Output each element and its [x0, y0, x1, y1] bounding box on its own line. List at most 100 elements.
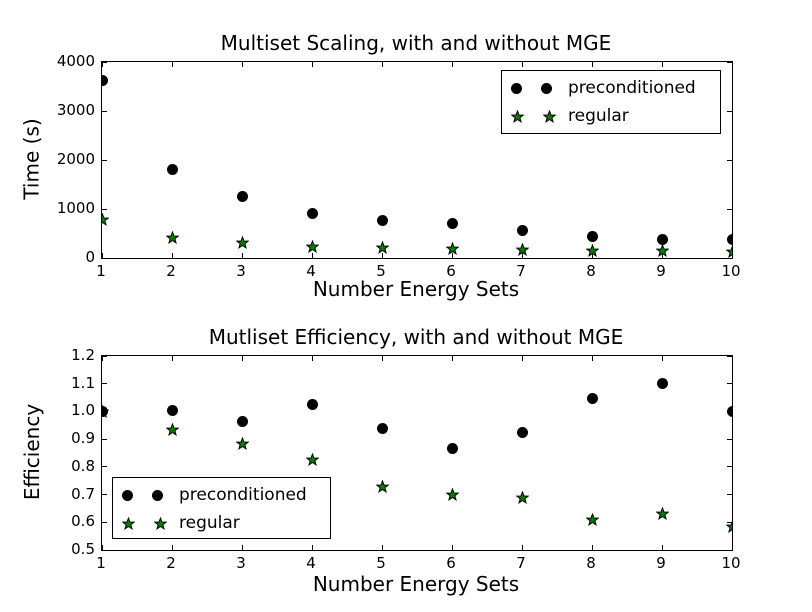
tick-mark: [727, 438, 732, 440]
data-point-regular: [164, 422, 180, 436]
tick-mark: [591, 253, 593, 258]
data-point-regular: [444, 241, 460, 255]
tick-mark: [102, 494, 107, 496]
legend-entry-regular: regular: [510, 102, 720, 130]
tick-mark: [311, 545, 313, 550]
x-tick-label: 10: [721, 554, 741, 572]
tick-mark: [102, 549, 107, 550]
data-point-preconditioned: [306, 208, 318, 220]
x-tick-label: 6: [446, 554, 456, 572]
x-tick-label: 1: [96, 554, 106, 572]
tick-mark: [451, 253, 453, 258]
x-tick-label: 10: [721, 262, 741, 280]
x-tick-label: 4: [306, 554, 316, 572]
x-tick-label: 3: [236, 554, 246, 572]
data-point-preconditioned: [236, 190, 248, 202]
tick-mark: [451, 62, 453, 67]
tick-mark: [727, 466, 732, 468]
tick-mark: [171, 545, 173, 550]
tick-mark: [731, 253, 732, 258]
data-point-regular: [374, 241, 390, 255]
x-tick-label: 9: [656, 262, 666, 280]
data-point-preconditioned: [586, 231, 598, 243]
legend-scaling: preconditioned regular: [501, 70, 721, 134]
circle-marker-icon: [152, 489, 163, 501]
y-tick-label: 0: [85, 248, 95, 266]
tick-mark: [381, 545, 383, 550]
x-tick-label: 8: [586, 262, 596, 280]
legend-entry-preconditioned: preconditioned: [122, 481, 330, 509]
tick-mark: [661, 356, 663, 361]
tick-mark: [102, 62, 103, 67]
x-tick-label: 2: [166, 262, 176, 280]
data-point-preconditioned: [446, 443, 458, 455]
tick-mark: [451, 545, 453, 550]
data-point-preconditioned: [726, 405, 732, 417]
data-point-preconditioned: [102, 74, 108, 86]
x-tick-label: 5: [376, 262, 386, 280]
tick-mark: [102, 257, 107, 258]
legend-markers: [510, 109, 557, 123]
data-point-preconditioned: [166, 163, 178, 175]
tick-mark: [241, 356, 243, 361]
x-tick-label: 9: [656, 554, 666, 572]
data-point-preconditioned: [166, 404, 178, 416]
data-point-regular: [654, 243, 670, 258]
legend-markers: [121, 516, 168, 530]
tick-mark: [591, 62, 593, 67]
legend-entry-regular: regular: [121, 509, 330, 537]
legend-label: preconditioned: [179, 485, 307, 505]
tick-mark: [102, 438, 107, 440]
tick-mark: [381, 356, 383, 361]
data-point-regular: [654, 507, 670, 521]
x-tick-label: 7: [516, 262, 526, 280]
y-tick-label: 0.6: [71, 512, 95, 531]
data-point-regular: [444, 487, 460, 502]
y-tick-label: 2000: [56, 150, 95, 168]
tick-mark: [102, 159, 107, 161]
data-point-regular: [234, 235, 250, 249]
tick-mark: [171, 253, 173, 258]
legend-label: preconditioned: [568, 78, 696, 98]
circle-marker-icon: [541, 82, 552, 94]
data-point-preconditioned: [102, 405, 108, 417]
tick-mark: [661, 62, 663, 67]
tick-mark: [727, 549, 732, 550]
star-marker-icon: [510, 109, 525, 123]
tick-mark: [521, 62, 523, 67]
data-point-regular: [724, 244, 732, 258]
legend-markers: [122, 489, 168, 501]
tick-mark: [661, 545, 663, 550]
tick-mark: [102, 466, 107, 468]
data-point-preconditioned: [376, 422, 388, 434]
data-point-regular: [584, 243, 600, 258]
data-point-preconditioned: [376, 214, 388, 226]
tick-mark: [102, 253, 103, 258]
data-point-preconditioned: [306, 399, 318, 410]
tick-mark: [727, 356, 732, 357]
tick-mark: [102, 521, 107, 523]
data-point-regular: [304, 452, 320, 467]
x-tick-label: 3: [236, 262, 246, 280]
x-tick-label: 4: [306, 262, 316, 280]
y-tick-label: 1.2: [71, 346, 95, 364]
y-tick-label: 1000: [56, 199, 95, 217]
tick-mark: [591, 356, 593, 361]
legend-entry-preconditioned: preconditioned: [511, 74, 720, 102]
data-point-regular: [102, 212, 110, 227]
data-point-regular: [584, 512, 600, 527]
data-point-regular: [724, 519, 732, 533]
tick-mark: [171, 356, 173, 361]
legend-efficiency: preconditioned regular: [112, 477, 331, 539]
y-tick-label: 0.7: [71, 484, 95, 503]
tick-mark: [727, 383, 732, 385]
tick-mark: [727, 62, 732, 63]
tick-mark: [727, 159, 732, 161]
tick-mark: [241, 253, 243, 258]
y-tick-label: 0.5: [71, 540, 95, 558]
y-tick-label: 1.1: [71, 373, 95, 392]
data-point-preconditioned: [656, 378, 668, 390]
x-axis-label-top: Number Energy Sets: [312, 277, 520, 301]
plot-title-efficiency: Mutliset Efficiency, with and without MG…: [208, 325, 624, 349]
